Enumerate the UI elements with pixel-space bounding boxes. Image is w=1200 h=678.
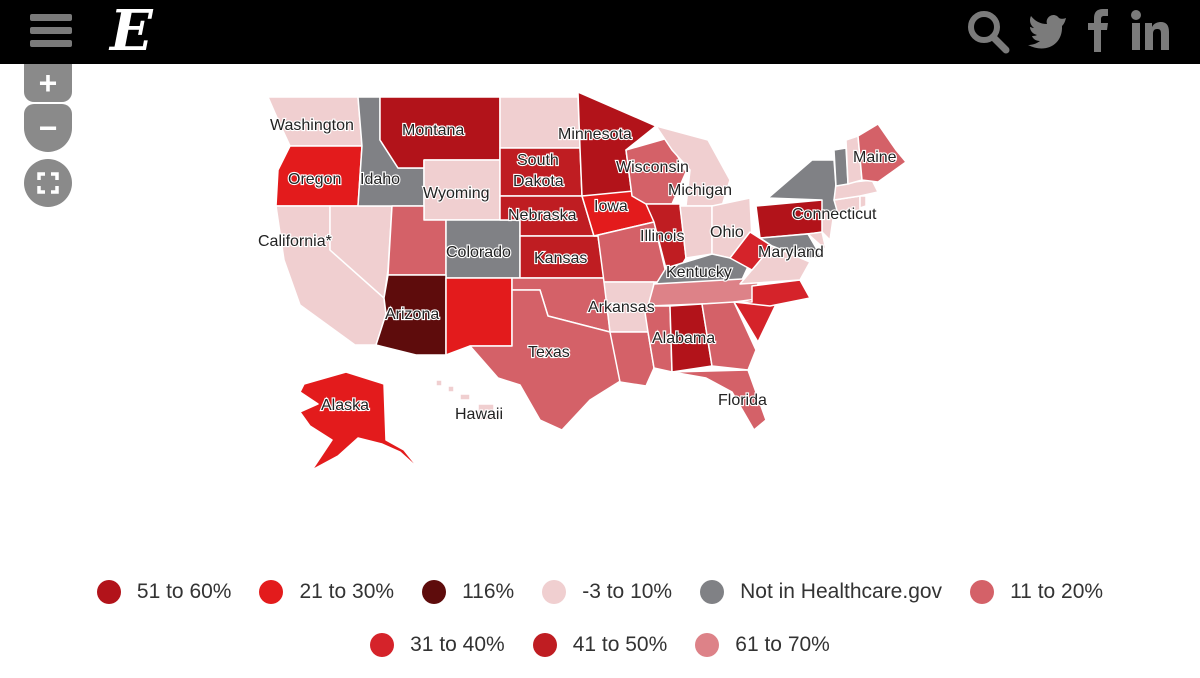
- zoom-out-label: −: [38, 110, 58, 146]
- state-label: Iowa: [594, 198, 628, 215]
- state-label: Nebraska: [508, 207, 577, 224]
- us-map[interactable]: Washington Oregon California* Idaho Montana W…: [0, 64, 1200, 570]
- state-delaware[interactable]: [807, 231, 827, 251]
- state-label: Wisconsin: [616, 159, 689, 176]
- state-label: Michigan: [668, 182, 732, 199]
- legend-label: 11 to 20%: [1010, 580, 1104, 603]
- legend-item[interactable]: 51 to 60%: [96, 580, 232, 604]
- legend-label: 116%: [462, 580, 515, 603]
- state-label: Kansas: [534, 250, 587, 267]
- state-label: Connecticut: [792, 206, 877, 223]
- state-florida[interactable]: [671, 369, 767, 431]
- zoom-in-button[interactable]: +: [24, 64, 72, 102]
- linkedin-icon[interactable]: [1130, 8, 1170, 54]
- legend-item[interactable]: 61 to 70%: [695, 633, 830, 657]
- map-legend: 51 to 60% 21 to 30% 116% -3 to 10% Not in He…: [0, 572, 1200, 678]
- legend-swatch: [259, 580, 284, 604]
- fullscreen-icon: [37, 172, 59, 194]
- state-hawaii[interactable]: [435, 379, 495, 421]
- legend-item[interactable]: 31 to 40%: [370, 633, 505, 657]
- legend-swatch: [370, 633, 395, 657]
- legend-label: -3 to 10%: [582, 580, 673, 603]
- legend-swatch: [542, 580, 567, 604]
- state-label: Idaho: [360, 171, 400, 188]
- legend-item[interactable]: 41 to 50%: [532, 633, 668, 657]
- logo[interactable]: E: [110, 0, 153, 64]
- legend-swatch: [532, 633, 557, 657]
- state-label: South Dakota: [513, 152, 564, 190]
- state-label: Florida: [718, 392, 767, 409]
- state-label: Minnesota: [558, 126, 632, 143]
- state-maryland[interactable]: [759, 233, 823, 259]
- state-label: Illinois: [640, 228, 684, 245]
- state-label: Alaska: [321, 397, 369, 414]
- zoom-in-label: +: [38, 65, 58, 101]
- search-icon[interactable]: [966, 8, 1010, 54]
- state-indiana[interactable]: [679, 205, 713, 259]
- legend-label: 41 to 50%: [572, 633, 668, 656]
- legend-row-2: 31 to 40% 41 to 50% 61 to 70%: [0, 625, 1200, 665]
- legend-item[interactable]: Not in Healthcare.gov: [700, 580, 942, 604]
- state-alaska[interactable]: [299, 371, 421, 471]
- state-label: Oregon: [288, 171, 341, 188]
- state-label: Ohio: [710, 224, 744, 241]
- state-label: Alabama: [652, 330, 715, 347]
- state-label: Arkansas: [588, 299, 655, 316]
- state-label: Arizona: [385, 306, 439, 323]
- legend-label: 51 to 60%: [136, 580, 232, 603]
- state-louisiana[interactable]: [609, 331, 655, 387]
- state-label: Maryland: [758, 244, 824, 261]
- top-bar: E: [0, 0, 1200, 64]
- state-label: Colorado: [446, 244, 511, 261]
- state-mississippi[interactable]: [643, 305, 673, 373]
- state-label: California*: [258, 233, 332, 250]
- legend-label: 61 to 70%: [735, 633, 830, 656]
- state-label: Montana: [402, 122, 464, 139]
- twitter-icon[interactable]: [1028, 8, 1068, 54]
- legend-label: Not in Healthcare.gov: [740, 580, 943, 603]
- legend-row-1: 51 to 60% 21 to 30% 116% -3 to 10% Not in He…: [0, 572, 1200, 612]
- legend-swatch: [96, 580, 121, 604]
- state-label: Kentucky: [666, 264, 732, 281]
- state-label: Washington: [270, 117, 354, 134]
- fullscreen-button[interactable]: [24, 159, 72, 207]
- legend-swatch: [695, 633, 720, 657]
- legend-swatch: [970, 580, 995, 604]
- state-new-mexico[interactable]: [445, 277, 513, 356]
- state-label: Wyoming: [423, 185, 490, 202]
- legend-swatch: [422, 580, 447, 604]
- legend-swatch: [700, 580, 725, 604]
- legend-item[interactable]: -3 to 10%: [542, 580, 672, 604]
- legend-label: 21 to 30%: [299, 580, 395, 603]
- state-label: Hawaii: [455, 406, 503, 423]
- state-label: Maine: [853, 149, 897, 166]
- legend-item[interactable]: 21 to 30%: [259, 580, 394, 604]
- facebook-icon[interactable]: [1086, 8, 1110, 54]
- state-maine[interactable]: [857, 123, 907, 183]
- legend-item[interactable]: 116%: [422, 580, 514, 604]
- state-rhode-island[interactable]: [859, 195, 867, 209]
- legend-item[interactable]: 11 to 20%: [970, 580, 1103, 604]
- state-label: Texas: [528, 344, 570, 361]
- menu-icon[interactable]: [30, 10, 72, 50]
- state-georgia[interactable]: [701, 301, 757, 371]
- legend-label: 31 to 40%: [410, 633, 505, 656]
- zoom-out-button[interactable]: −: [24, 104, 72, 152]
